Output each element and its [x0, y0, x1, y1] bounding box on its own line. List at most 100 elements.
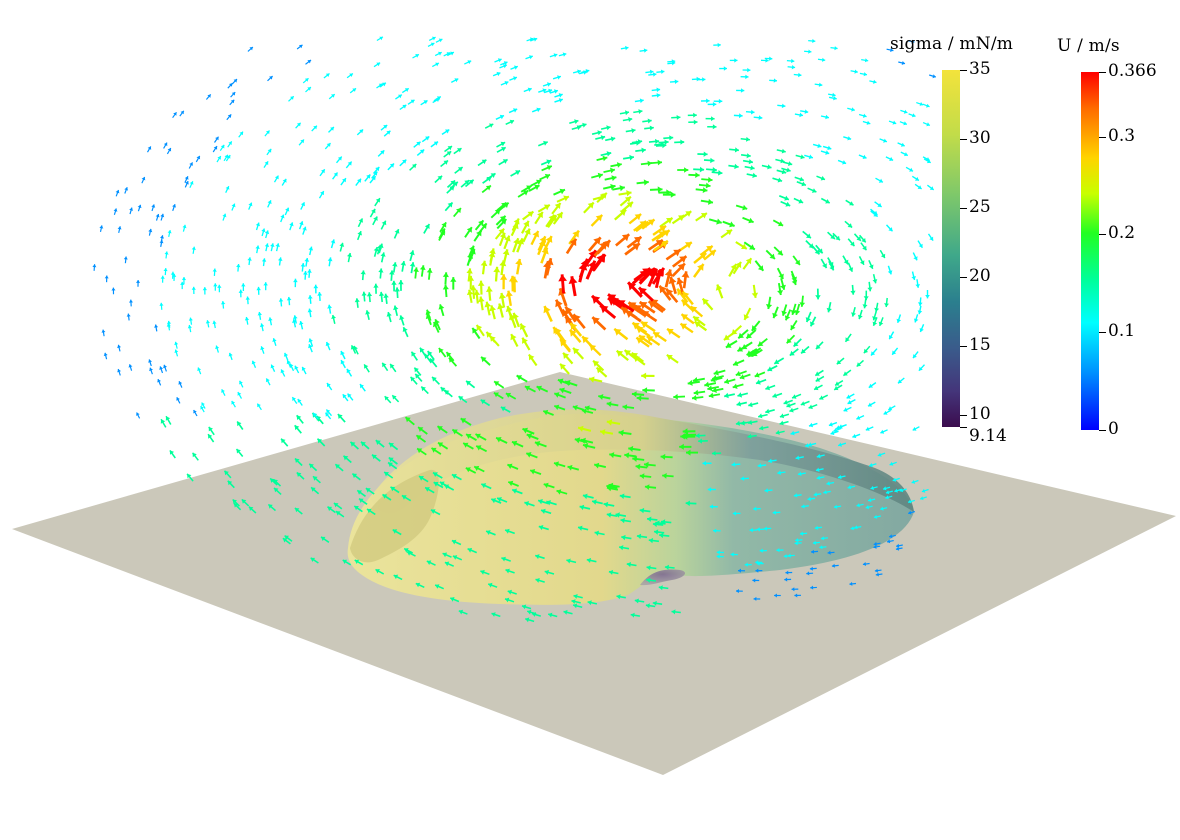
velocity-arrowhead: [562, 309, 570, 318]
velocity-arrowhead: [451, 539, 457, 545]
velocity-arrowhead: [755, 560, 759, 565]
velocity-arrowhead: [636, 337, 644, 344]
velocity-arrowhead: [500, 406, 506, 412]
velocity-arrowhead: [289, 222, 294, 227]
velocity-arrowhead: [280, 369, 285, 374]
velocity-arrowhead: [662, 142, 667, 149]
velocity-arrowhead: [799, 531, 804, 536]
velocity-arrowhead: [436, 96, 441, 101]
velocity-arrowhead: [92, 264, 97, 268]
velocity-arrowhead: [236, 449, 241, 454]
velocity-arrowhead: [498, 228, 505, 235]
velocity-arrowhead: [174, 341, 179, 346]
velocity-arrowhead: [629, 154, 634, 161]
velocity-arrowhead: [340, 351, 345, 356]
velocity-arrowhead: [417, 448, 423, 454]
velocity-arrowhead: [390, 486, 396, 492]
velocity-arrowhead: [231, 203, 236, 208]
velocity-arrowhead: [606, 125, 611, 131]
velocity-arrowhead: [838, 442, 842, 447]
velocity-arrowhead: [500, 274, 508, 280]
velocity-arrowhead: [481, 159, 487, 165]
velocity-arrowhead: [458, 396, 464, 401]
velocity-arrowhead: [309, 463, 314, 469]
velocity-arrowhead: [828, 261, 834, 267]
velocity-arrowhead: [641, 372, 647, 380]
velocity-arrowhead: [193, 410, 197, 414]
velocity-arrowhead: [870, 485, 874, 490]
velocity-arrowhead: [111, 287, 116, 291]
velocity-arrowhead: [427, 351, 433, 356]
velocity-arrowhead: [851, 107, 855, 112]
velocity-arrowhead: [373, 247, 379, 252]
velocity-arrowhead: [222, 213, 227, 218]
velocity-arrowhead: [489, 248, 496, 255]
velocity-arrowhead: [357, 490, 362, 495]
velocity-arrowhead: [259, 323, 265, 328]
velocity-arrowhead: [740, 88, 745, 93]
velocity-arrowhead: [685, 500, 690, 507]
velocity-arrowhead: [541, 247, 549, 255]
velocity-arrowhead: [793, 493, 798, 498]
velocity-arrowhead: [375, 198, 380, 203]
legend-tick-mark: [1099, 72, 1106, 73]
velocity-arrowhead: [101, 329, 106, 333]
velocity-arrowhead: [765, 385, 771, 391]
velocity-arrowhead: [784, 577, 788, 582]
velocity-arrowhead: [359, 129, 364, 134]
velocity-arrowhead: [454, 78, 459, 83]
velocity-arrowhead: [600, 429, 606, 436]
velocity-arrowhead: [673, 393, 678, 400]
velocity-arrowhead: [178, 381, 183, 385]
velocity-arrowhead: [382, 82, 386, 87]
velocity-arrowhead: [856, 362, 861, 367]
velocity-arrowhead: [772, 312, 778, 319]
velocity-arrowhead: [846, 394, 851, 399]
velocity-arrowhead: [442, 272, 449, 278]
velocity-arrowhead: [263, 282, 268, 286]
legend-tick-mark: [1099, 136, 1106, 138]
velocity-arrowhead: [685, 242, 692, 249]
velocity-arrowhead: [157, 379, 161, 383]
velocity-arrowhead: [446, 52, 451, 56]
velocity-arrowhead: [867, 287, 873, 292]
velocity-arrowhead: [294, 508, 300, 513]
velocity-arrowhead: [251, 360, 256, 365]
velocity-arrowhead: [705, 182, 711, 189]
velocity-arrowhead: [621, 307, 630, 315]
velocity-arrowhead: [503, 61, 508, 66]
velocity-arrowhead: [378, 243, 384, 249]
velocity-arrowhead: [801, 348, 806, 354]
velocity-arrowhead: [534, 441, 541, 447]
velocity-arrowhead: [543, 261, 551, 268]
velocity-arrowhead: [804, 109, 809, 114]
velocity-arrowhead: [451, 474, 457, 479]
velocity-arrowhead: [414, 367, 419, 373]
velocity-arrowhead: [349, 73, 353, 77]
velocity-arrowhead: [703, 151, 708, 157]
velocity-arrowhead: [854, 69, 858, 74]
velocity-arrowhead: [513, 238, 520, 245]
velocity-arrowhead: [148, 228, 153, 233]
velocity-arrowhead: [404, 548, 409, 553]
velocity-arrowhead: [606, 151, 612, 157]
velocity-arrowhead: [610, 183, 616, 190]
velocity-arrowhead: [513, 218, 520, 225]
velocity-arrowhead: [679, 443, 684, 450]
velocity-arrowhead: [712, 374, 718, 381]
velocity-arrowhead: [401, 495, 407, 500]
velocity-arrowhead: [889, 534, 893, 539]
velocity-arrowhead: [474, 465, 480, 471]
velocity-arrowhead: [300, 202, 305, 207]
velocity-arrowhead: [307, 269, 312, 273]
velocity-arrowhead: [678, 215, 685, 222]
velocity-arrowhead: [466, 227, 472, 233]
velocity-arrowhead: [284, 535, 289, 540]
velocity-arrowhead: [713, 528, 717, 533]
velocity-arrowhead: [481, 223, 487, 229]
velocity-arrowhead: [692, 377, 698, 383]
velocity-arrowhead: [191, 286, 196, 290]
velocity-arrowhead: [774, 359, 780, 364]
velocity-arrowhead: [822, 57, 826, 62]
